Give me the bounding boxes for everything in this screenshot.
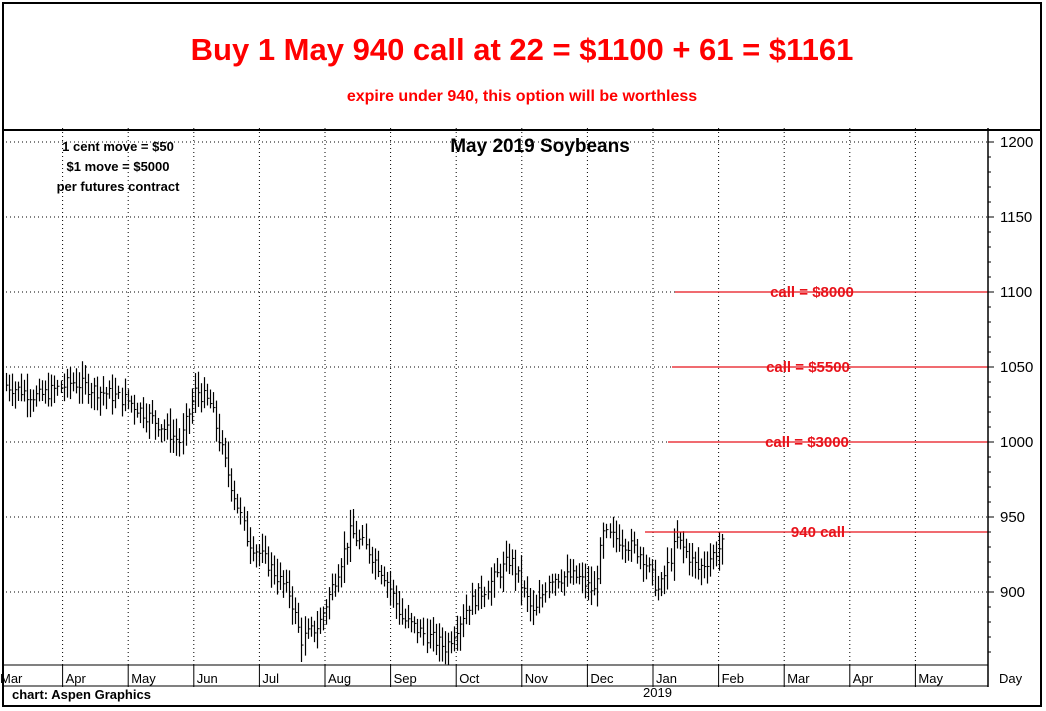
x-tick-label: Apr (66, 671, 87, 686)
reference-label: call = $8000 (770, 284, 854, 301)
chart-credit: chart: Aspen Graphics (12, 687, 151, 702)
x-tick-label: Aug (328, 671, 351, 686)
y-tick-label: 1200 (1000, 134, 1033, 151)
grid-lines (2, 128, 988, 665)
x-tick-label: Oct (459, 671, 480, 686)
price-bars (5, 361, 725, 665)
reference-label: 940 call (791, 524, 845, 541)
note-line-3: per futures contract (57, 179, 180, 194)
x-axis: Mar Apr May Jun Jul Aug Sep Oct Nov Dec Jan Feb Mar A… (0, 665, 943, 687)
reference-label: call = $5500 (766, 359, 850, 376)
x-tick-label: Feb (722, 671, 744, 686)
x-tick-label: Mar (787, 671, 810, 686)
chart-title: May 2019 Soybeans (450, 136, 630, 157)
reference-lines: call = $8000 call = $5500 call = $3000 940 … (645, 284, 988, 541)
note-line-2: $1 move = $5000 (67, 159, 170, 174)
note-line-1: 1 cent move = $50 (62, 139, 174, 154)
x-tick-label: Apr (853, 671, 874, 686)
y-tick-label: 900 (1000, 584, 1025, 601)
headline: Buy 1 May 940 call at 22 = $1100 + 61 = … (190, 32, 854, 67)
y-tick-label: 1100 (1000, 284, 1032, 301)
x-tick-label: Mar (0, 671, 23, 686)
x-tick-label: May (131, 671, 156, 686)
y-tick-label: 1150 (1000, 209, 1032, 226)
x-tick-label: Jan (656, 671, 677, 686)
x-tick-label: Dec (590, 671, 614, 686)
x-axis-label: Day (999, 671, 1023, 686)
x-tick-label: Jun (197, 671, 218, 686)
x-tick-label: May (918, 671, 943, 686)
y-tick-label: 1050 (1000, 359, 1033, 376)
header-panel: Buy 1 May 940 call at 22 = $1100 + 61 = … (4, 4, 1040, 131)
y-axis: 900 950 1000 1050 1100 1150 1200 (988, 134, 1033, 653)
y-tick-label: 1000 (1000, 434, 1033, 451)
subheadline: expire under 940, this option will be wo… (346, 88, 698, 105)
y-tick-label: 950 (1000, 509, 1025, 526)
year-label: 2019 (643, 685, 672, 700)
x-tick-label: Nov (525, 671, 549, 686)
x-tick-label: Jul (262, 671, 279, 686)
reference-label: call = $3000 (765, 434, 849, 451)
x-tick-label: Sep (394, 671, 417, 686)
